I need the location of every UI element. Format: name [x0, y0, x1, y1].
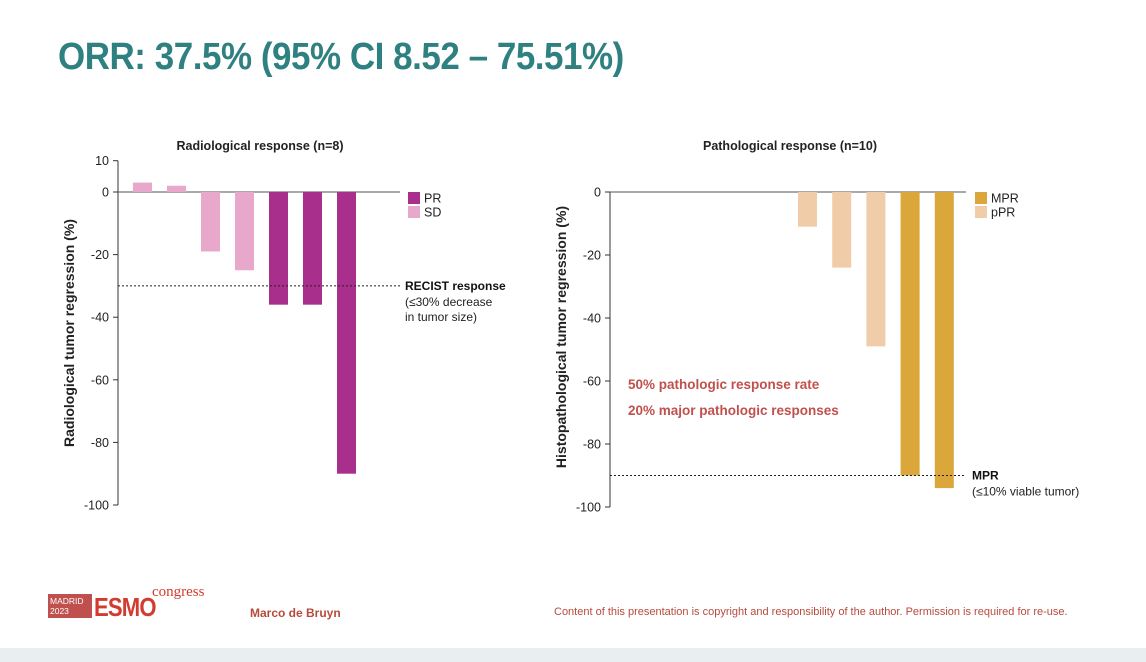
author-name: Marco de Bruyn	[250, 606, 341, 620]
reference-label: MPR	[972, 469, 999, 483]
bottom-strip	[0, 648, 1146, 662]
copyright-notice: Content of this presentation is copyrigh…	[554, 606, 1068, 618]
legend-swatch-sd	[408, 206, 420, 218]
pathological-response-chart: Pathological response (n=10) Histopatholo…	[553, 139, 1079, 515]
bar-sd	[167, 185, 186, 192]
logo-badge: MADRID 2023	[48, 594, 92, 618]
bar-pr	[303, 192, 322, 305]
y-tick-label: -60	[583, 375, 601, 389]
reference-label: RECIST response	[405, 279, 506, 293]
y-tick-label: -40	[91, 311, 109, 325]
y-tick-label: -80	[583, 438, 601, 452]
y-tick-label: -20	[583, 249, 601, 263]
y-tick-label: 0	[102, 186, 109, 200]
chart-title: Radiological response (n=8)	[176, 139, 343, 153]
reference-note: (≤10% viable tumor)	[972, 485, 1079, 499]
y-tick-label: 0	[594, 186, 601, 200]
logo-suffix: congress	[152, 584, 205, 600]
chart-annotation: 50% pathologic response rate	[628, 377, 820, 392]
reference-note: (≤30% decrease	[405, 295, 493, 309]
logo-year: 2023	[50, 606, 69, 616]
y-tick-label: -100	[576, 501, 601, 515]
legend-label-sd: SD	[424, 206, 441, 220]
legend-swatch-mpr	[975, 192, 987, 204]
bar-ppr	[798, 192, 817, 227]
bar-ppr	[832, 192, 852, 268]
legend-label-pr: PR	[424, 192, 441, 206]
y-tick-label: -80	[91, 436, 109, 450]
logo-brand: ESMO	[94, 592, 157, 622]
legend-swatch-pr	[408, 192, 420, 204]
legend-swatch-ppr	[975, 206, 987, 218]
legend-label-ppr: pPR	[991, 206, 1015, 220]
logo-city: MADRID	[50, 596, 84, 606]
y-tick-label: -20	[91, 248, 109, 262]
reference-note: in tumor size)	[405, 310, 477, 324]
chart-annotation: 20% major pathologic responses	[628, 403, 839, 418]
bar-sd	[201, 192, 220, 252]
y-axis-label: Radiological tumor regression (%)	[61, 219, 77, 447]
bar-mpr	[934, 192, 954, 489]
radiological-response-chart: Radiological response (n=8) Radiological …	[61, 139, 506, 513]
bar-pr	[269, 192, 288, 305]
bar-mpr	[900, 192, 920, 476]
y-tick-label: -40	[583, 312, 601, 326]
y-tick-label: 10	[95, 154, 109, 168]
chart-title: Pathological response (n=10)	[703, 139, 877, 153]
slide-title: ORR: 37.5% (95% CI 8.52 – 75.51%)	[58, 36, 624, 78]
bar-sd	[235, 192, 254, 271]
legend-label-mpr: MPR	[991, 192, 1019, 206]
bar-ppr	[866, 192, 886, 347]
esmo-logo: MADRID 2023 ESMO congress	[48, 584, 218, 622]
y-axis-label: Histopathological tumor regression (%)	[553, 206, 569, 468]
y-tick-label: -60	[91, 373, 109, 387]
y-tick-label: -100	[84, 499, 109, 513]
bar-pr	[337, 192, 356, 474]
bar-sd	[133, 182, 152, 192]
